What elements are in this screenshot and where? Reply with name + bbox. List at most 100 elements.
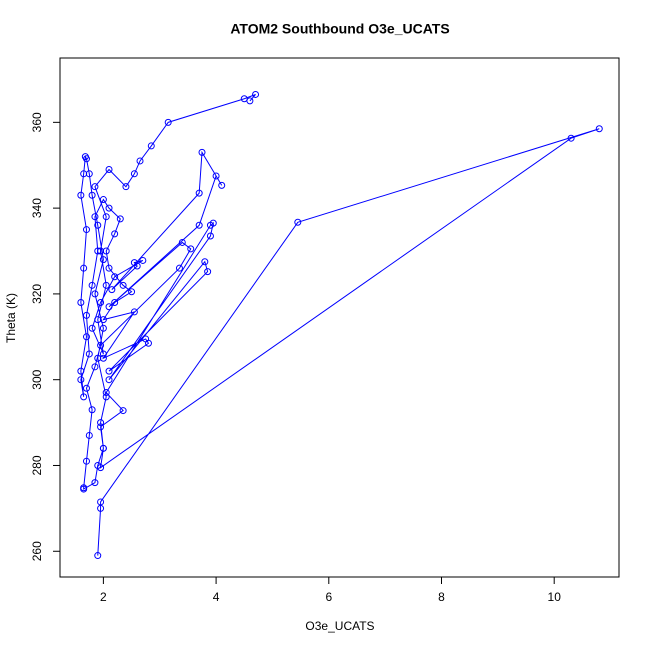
data-point — [80, 170, 88, 178]
data-point — [111, 273, 119, 281]
data-point — [130, 308, 138, 316]
data-point — [97, 341, 105, 349]
data-point — [130, 170, 138, 178]
data-point — [136, 157, 144, 165]
data-point — [97, 298, 105, 306]
data-point — [119, 281, 127, 289]
data-point — [94, 247, 102, 255]
data-point — [99, 444, 107, 452]
data-point — [82, 226, 90, 234]
x-tick-label: 8 — [438, 590, 445, 604]
y-tick-label: 340 — [30, 198, 44, 218]
data-point — [130, 259, 138, 267]
data-point — [164, 118, 172, 126]
data-point — [94, 221, 102, 229]
data-point — [97, 247, 105, 255]
data-point — [97, 498, 105, 506]
chart-title: ATOM2 Southbound O3e_UCATS — [230, 21, 449, 37]
data-point — [567, 134, 575, 142]
data-point — [99, 324, 107, 332]
data-point — [99, 354, 107, 362]
data-point — [80, 393, 88, 401]
data-point — [246, 97, 254, 105]
data-point — [77, 376, 85, 384]
plot-frame — [59, 57, 620, 578]
data-point — [147, 142, 155, 150]
data-point — [91, 183, 99, 191]
data-point — [122, 183, 130, 191]
data-point — [102, 213, 110, 221]
data-point — [111, 298, 119, 306]
data-point — [218, 181, 226, 189]
data-point — [102, 281, 110, 289]
data-point — [82, 333, 90, 341]
data-point — [198, 148, 206, 156]
data-point — [116, 215, 124, 223]
data-point — [81, 153, 89, 161]
data-point — [77, 298, 85, 306]
x-tick-label: 4 — [213, 590, 220, 604]
data-point — [111, 230, 119, 238]
data-point — [204, 268, 212, 276]
y-tick-label: 320 — [30, 284, 44, 304]
data-point — [206, 221, 214, 229]
data-point — [77, 191, 85, 199]
data-point — [206, 232, 214, 240]
data-point — [91, 290, 99, 298]
data-point — [212, 172, 220, 180]
data-point — [195, 221, 203, 229]
data-point — [91, 213, 99, 221]
data-point — [80, 264, 88, 272]
data-point — [294, 218, 302, 226]
data-point — [252, 90, 260, 98]
data-point — [105, 303, 113, 311]
data-point — [94, 461, 102, 469]
data-point — [595, 125, 603, 133]
data-point — [105, 367, 113, 375]
y-tick-label: 260 — [30, 541, 44, 561]
data-point — [77, 367, 85, 375]
x-tick-label: 2 — [100, 590, 107, 604]
y-axis-label: Theta (K) — [4, 293, 18, 343]
data-point — [128, 288, 136, 296]
data-point — [102, 389, 110, 397]
y-tick-label: 300 — [30, 369, 44, 389]
data-point — [175, 264, 183, 272]
data-point — [99, 350, 107, 358]
x-axis-label: O3e_UCATS — [305, 619, 374, 633]
data-point — [80, 484, 88, 492]
data-point — [91, 363, 99, 371]
data-point — [201, 258, 209, 266]
data-point — [88, 191, 96, 199]
data-point — [82, 384, 90, 392]
data-point — [85, 350, 93, 358]
data-point — [99, 196, 107, 204]
data-point — [94, 552, 102, 560]
data-point — [82, 311, 90, 319]
x-tick-label: 10 — [548, 590, 562, 604]
data-point — [178, 238, 186, 246]
data-point — [82, 457, 90, 465]
x-tick-label: 6 — [325, 590, 332, 604]
data-point — [144, 339, 152, 347]
data-point — [91, 479, 99, 487]
data-point — [97, 423, 105, 431]
data-point — [99, 256, 107, 264]
data-point — [102, 393, 110, 401]
data-point — [88, 406, 96, 414]
data-point — [94, 316, 102, 324]
data-point — [195, 189, 203, 197]
data-point — [88, 281, 96, 289]
data-point — [85, 431, 93, 439]
data-point — [105, 376, 113, 384]
y-tick-label: 360 — [30, 112, 44, 132]
data-point — [119, 407, 127, 415]
data-line — [80, 93, 600, 556]
data-point — [139, 256, 147, 264]
data-point — [97, 419, 105, 427]
y-tick-label: 280 — [30, 455, 44, 475]
data-point — [105, 166, 113, 174]
data-point — [187, 245, 195, 253]
data-point — [108, 286, 116, 294]
